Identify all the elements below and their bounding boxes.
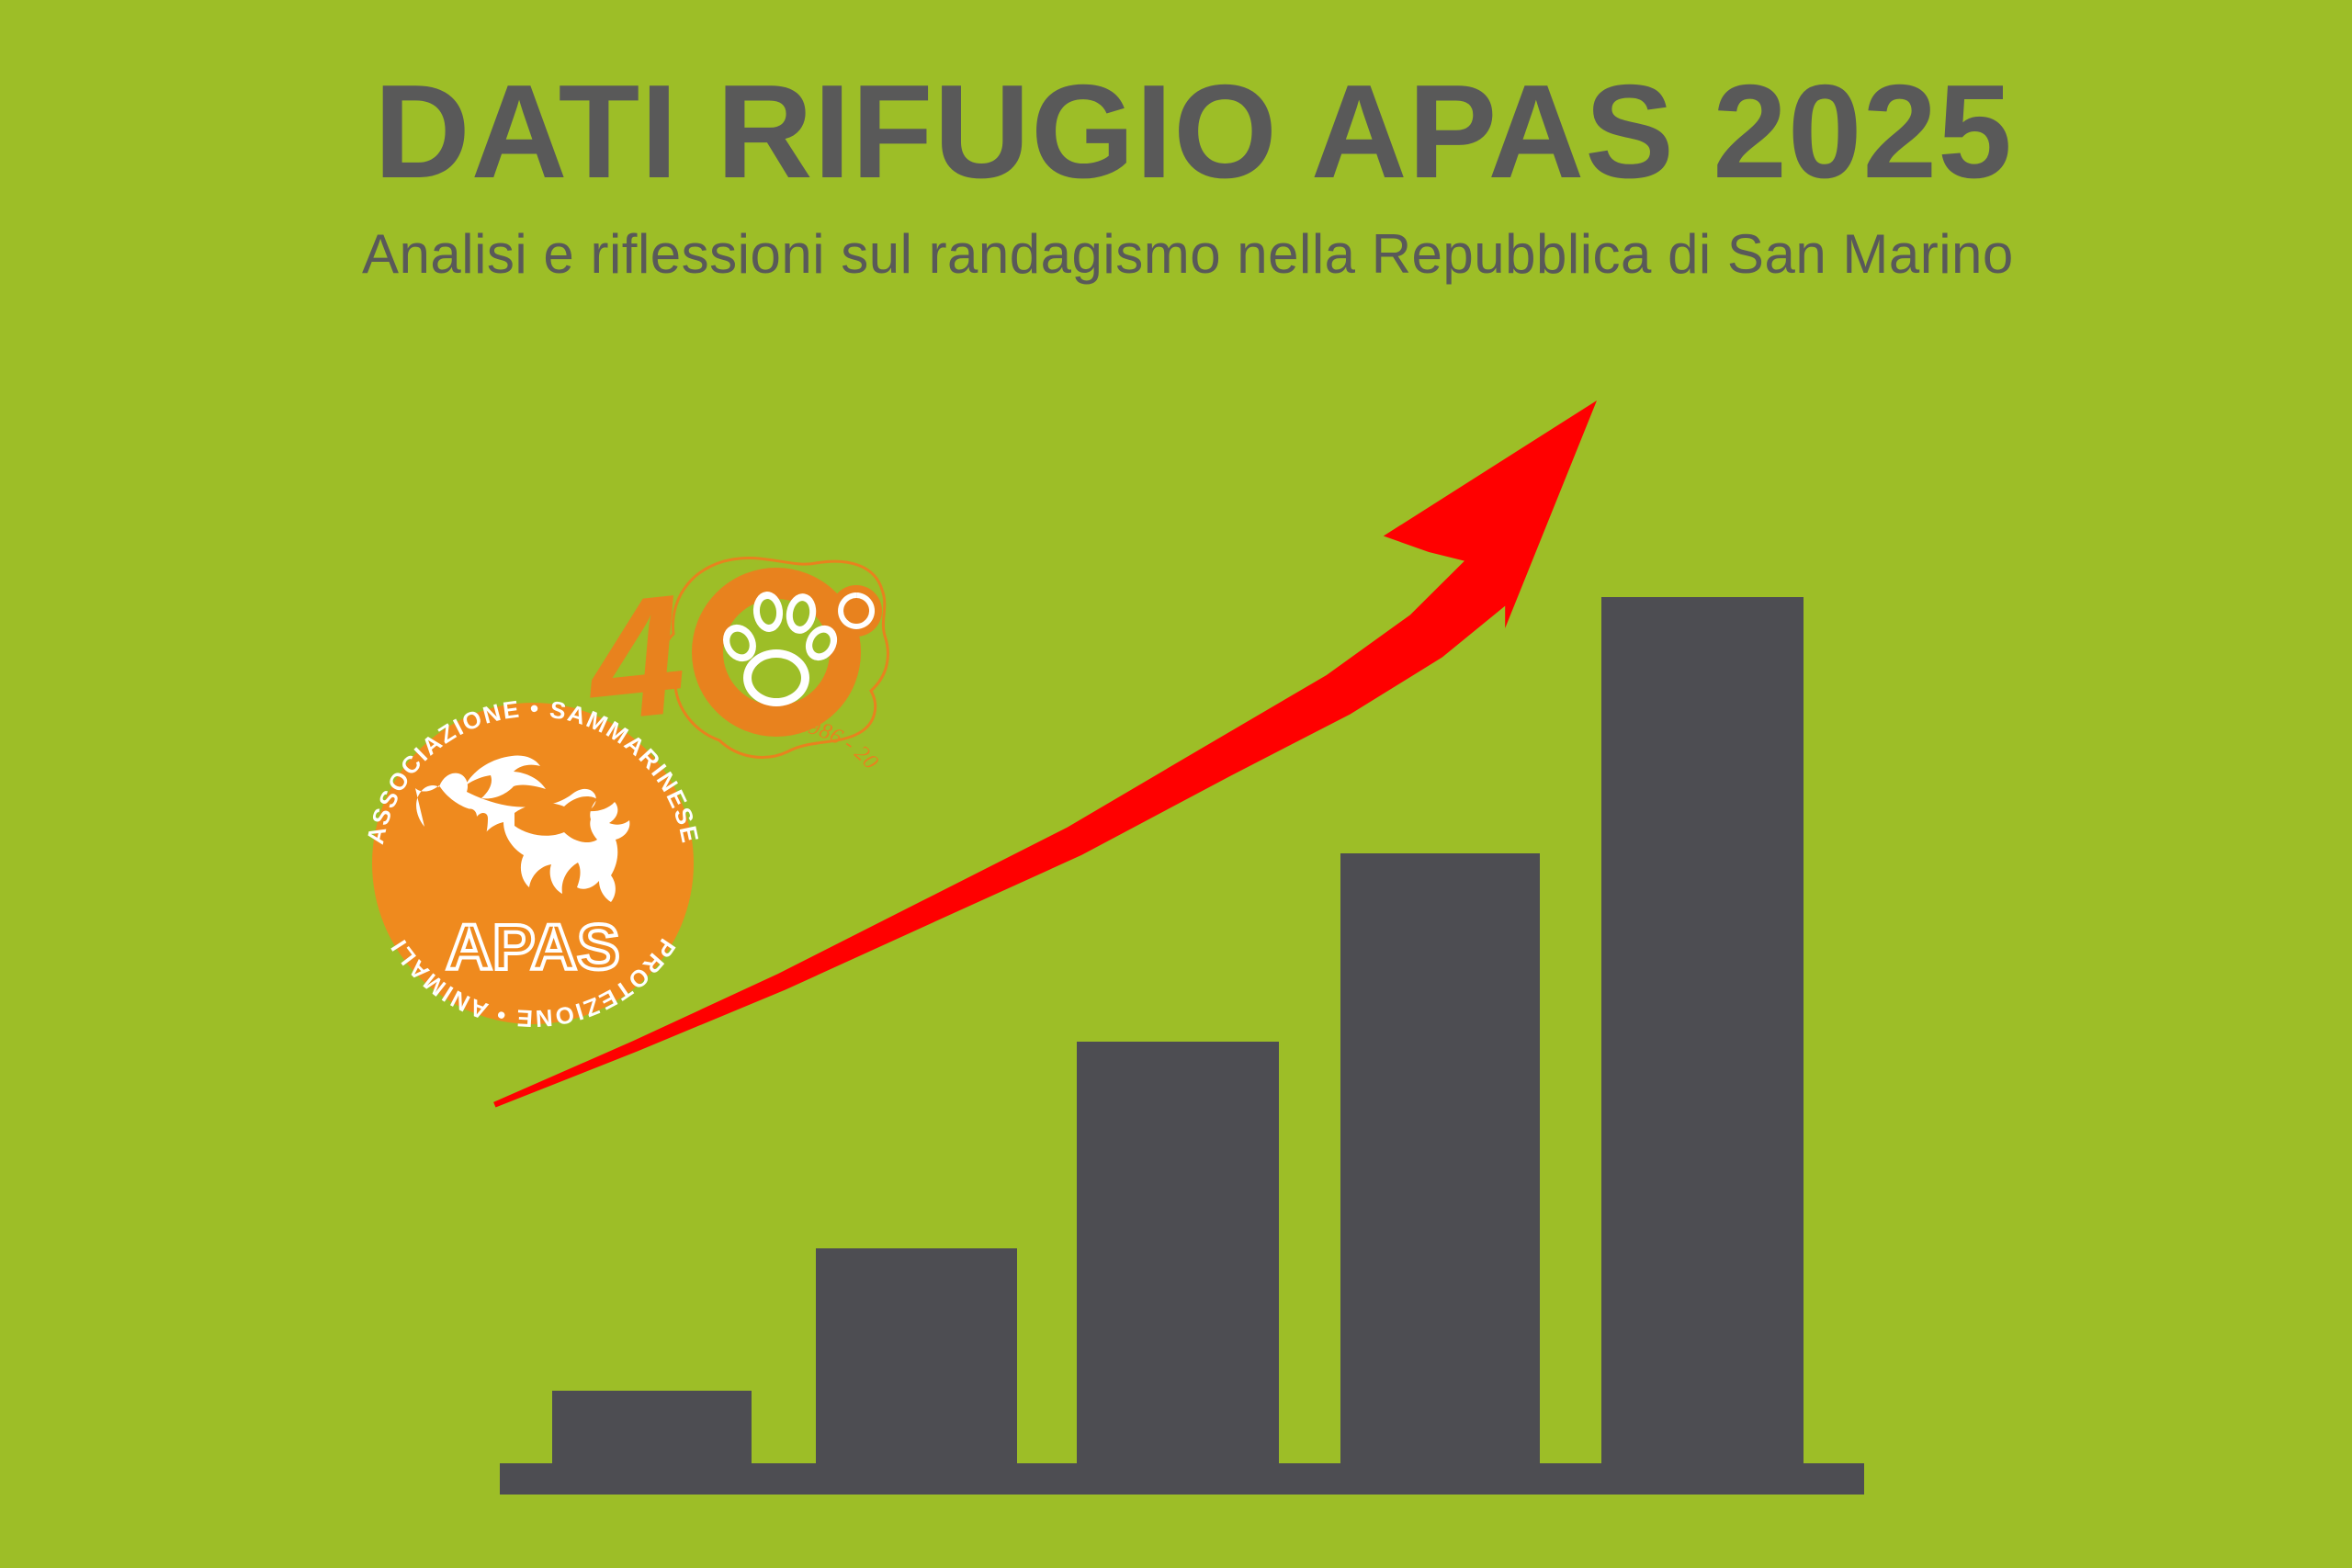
svg-text:4: 4 [576,559,694,758]
